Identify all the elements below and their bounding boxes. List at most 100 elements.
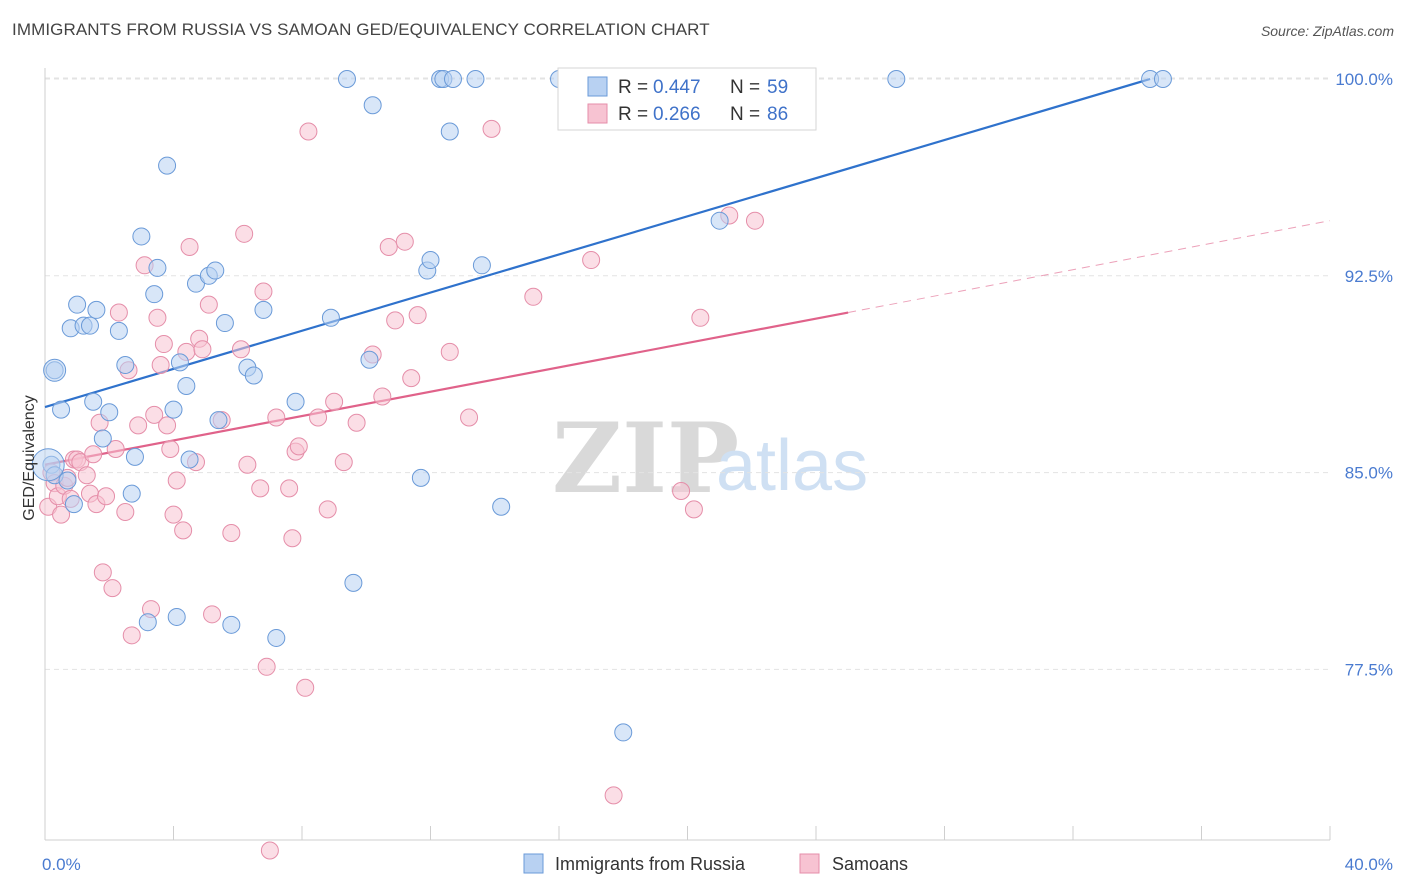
russia-point bbox=[421, 251, 440, 270]
legend-n-label-russia: N = bbox=[730, 77, 760, 98]
russia-point bbox=[254, 300, 273, 319]
samoan-point bbox=[280, 479, 299, 498]
samoan-point bbox=[347, 413, 366, 432]
bottom-legend-swatch-samoan bbox=[799, 853, 820, 874]
legend-r-label-russia: R = bbox=[618, 77, 648, 98]
samoan-point bbox=[257, 657, 276, 676]
russia-point bbox=[206, 261, 225, 280]
samoan-point bbox=[386, 311, 405, 330]
russia-point bbox=[164, 400, 183, 419]
russia-point bbox=[84, 392, 103, 411]
samoan-point bbox=[222, 523, 241, 542]
samoan-trendline-extension bbox=[848, 220, 1331, 314]
russia-point bbox=[466, 69, 485, 88]
x-tick-labels: 0.0% 40.0% bbox=[42, 855, 1393, 874]
samoan-point bbox=[309, 408, 328, 427]
russia-point bbox=[363, 96, 382, 115]
samoan-point bbox=[106, 440, 125, 458]
russia-point bbox=[614, 723, 633, 742]
russia-point bbox=[344, 573, 363, 592]
x-tick-label: 0.0% bbox=[42, 855, 81, 874]
samoan-point bbox=[167, 471, 186, 490]
russia-point bbox=[116, 356, 135, 375]
samoan-point bbox=[103, 579, 122, 598]
russia-point bbox=[222, 615, 241, 634]
russia-point bbox=[31, 448, 65, 482]
russia-point bbox=[286, 392, 305, 411]
y-tick-label: 100.0% bbox=[1335, 70, 1393, 89]
samoan-point bbox=[251, 479, 270, 498]
russia-point bbox=[100, 403, 119, 422]
russia-point bbox=[132, 227, 151, 246]
samoan-point bbox=[289, 437, 308, 456]
samoan-point bbox=[260, 841, 279, 860]
samoan-point bbox=[158, 416, 177, 435]
russia-point bbox=[440, 122, 459, 141]
y-tick-label: 92.5% bbox=[1345, 267, 1393, 286]
samoan-point bbox=[93, 563, 112, 582]
legend-r-label-samoan: R = bbox=[618, 104, 648, 125]
samoan-point bbox=[296, 678, 315, 697]
samoan-point bbox=[52, 505, 71, 524]
samoan-point bbox=[379, 237, 398, 256]
samoan-point bbox=[203, 605, 222, 624]
russia-point bbox=[68, 295, 87, 314]
russia-point bbox=[267, 628, 286, 647]
samoan-point bbox=[238, 455, 257, 474]
russia-point bbox=[177, 377, 196, 396]
russia-point bbox=[93, 429, 112, 448]
russia-point bbox=[145, 285, 164, 304]
samoan-point bbox=[145, 405, 164, 424]
samoan-point bbox=[151, 356, 170, 375]
samoan-point bbox=[482, 119, 501, 138]
russia-point bbox=[109, 321, 128, 340]
russia-point bbox=[64, 495, 83, 514]
russia-point bbox=[321, 308, 340, 327]
russia-point bbox=[43, 358, 67, 382]
russia-point bbox=[87, 300, 106, 319]
samoan-point bbox=[84, 445, 103, 464]
legend-r-value-samoan: 0.266 bbox=[653, 104, 701, 125]
russia-point bbox=[215, 314, 234, 333]
trend-lines bbox=[44, 77, 1331, 466]
russia-point bbox=[80, 316, 99, 335]
russia-point bbox=[209, 411, 228, 430]
legend-n-value-russia: 59 bbox=[767, 77, 788, 98]
legend-swatch-russia bbox=[587, 76, 608, 97]
russia-point bbox=[58, 471, 77, 490]
russia-point bbox=[411, 468, 430, 487]
samoan-point bbox=[116, 502, 135, 521]
zipatlas-watermark: ZIP atlas bbox=[552, 402, 868, 515]
samoan-point bbox=[408, 306, 427, 325]
russia-point bbox=[52, 400, 71, 419]
samoan-point bbox=[745, 211, 764, 230]
russia-point bbox=[1153, 69, 1172, 88]
series-legend: Immigrants from Russia Samoans bbox=[523, 853, 908, 874]
samoan-point bbox=[97, 487, 116, 506]
russia-trendline bbox=[44, 77, 1151, 409]
legend-n-value-samoan: 86 bbox=[767, 104, 788, 125]
samoan-point bbox=[231, 340, 250, 359]
samoan-point bbox=[235, 224, 254, 243]
samoan-point bbox=[77, 466, 96, 485]
russia-point bbox=[337, 69, 356, 88]
samoan-point bbox=[402, 369, 421, 388]
russia-point bbox=[472, 256, 491, 275]
russia-point bbox=[158, 156, 177, 175]
samoan-point bbox=[334, 453, 353, 472]
russia-point bbox=[125, 447, 144, 466]
samoan-point bbox=[193, 340, 212, 359]
russia-point bbox=[138, 613, 157, 632]
russia-point bbox=[887, 69, 906, 88]
bottom-legend-swatch-russia bbox=[523, 853, 544, 874]
samoan-point bbox=[174, 521, 193, 540]
samoan-point bbox=[460, 408, 479, 427]
samoan-point bbox=[691, 308, 710, 327]
russia-point bbox=[170, 353, 189, 372]
samoan-point bbox=[164, 505, 183, 524]
chart-title: IMMIGRANTS FROM RUSSIA VS SAMOAN GED/EQU… bbox=[12, 20, 710, 39]
y-tick-label: 77.5% bbox=[1345, 660, 1393, 679]
samoan-point bbox=[582, 251, 601, 270]
grid-lines bbox=[45, 77, 1330, 670]
russia-point bbox=[360, 350, 379, 369]
